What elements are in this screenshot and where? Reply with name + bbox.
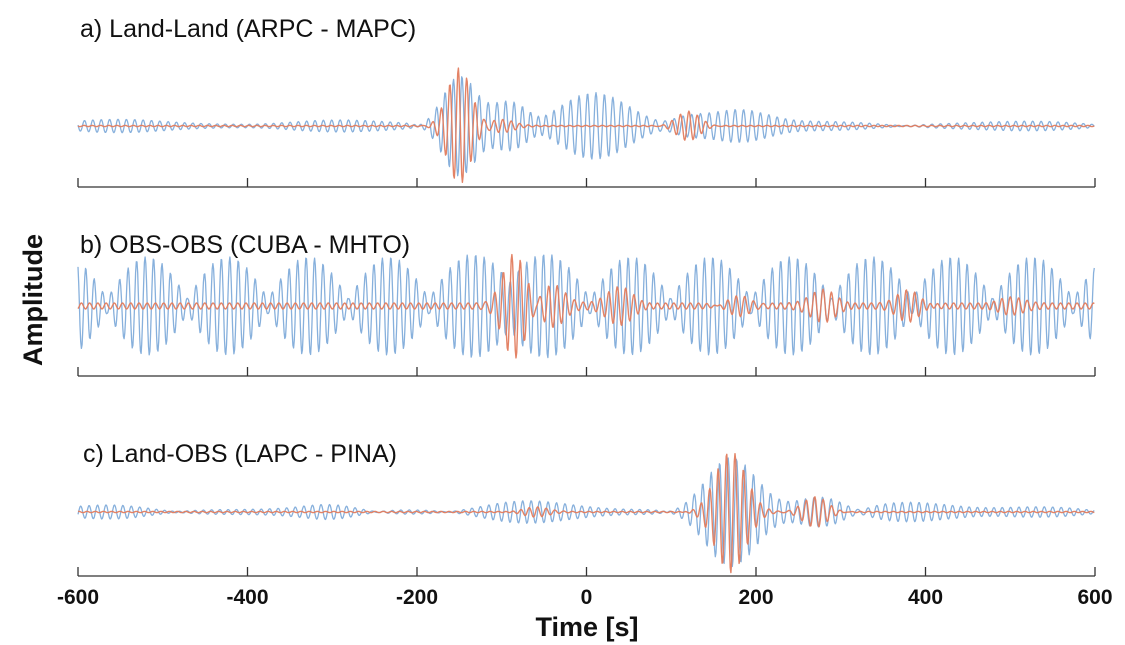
chart-panels: a) Land-Land (ARPC - MAPC) b) OBS-OBS (CU…: [57, 15, 1113, 609]
x-tick-label: 600: [1077, 586, 1112, 609]
panel-title: a) Land-Land (ARPC - MAPC): [80, 15, 416, 43]
y-axis-title: Amplitude: [18, 234, 48, 366]
trace-series-1: [77, 254, 1095, 359]
x-axis-title: Time [s]: [535, 612, 638, 642]
panel-title: c) Land-OBS (LAPC - PINA): [83, 440, 397, 468]
x-tick-label: 400: [908, 586, 943, 609]
panel-c: c) Land-OBS (LAPC - PINA) -600 -400 -200 0 20…: [57, 440, 1113, 609]
trace-series-2: [77, 253, 1095, 359]
x-tick-label: -600: [57, 586, 99, 609]
x-tick-label: 200: [738, 586, 773, 609]
panel-b: b) OBS-OBS (CUBA - MHTO): [77, 231, 1096, 377]
trace-series-2: [77, 67, 1095, 183]
trace-series-2: [77, 453, 1095, 574]
panel-a: a) Land-Land (ARPC - MAPC): [77, 15, 1096, 188]
x-tick-label: -400: [226, 586, 268, 609]
x-tick-label: -200: [396, 586, 438, 609]
x-tick-label: 0: [581, 586, 593, 609]
panel-title: b) OBS-OBS (CUBA - MHTO): [80, 231, 410, 259]
